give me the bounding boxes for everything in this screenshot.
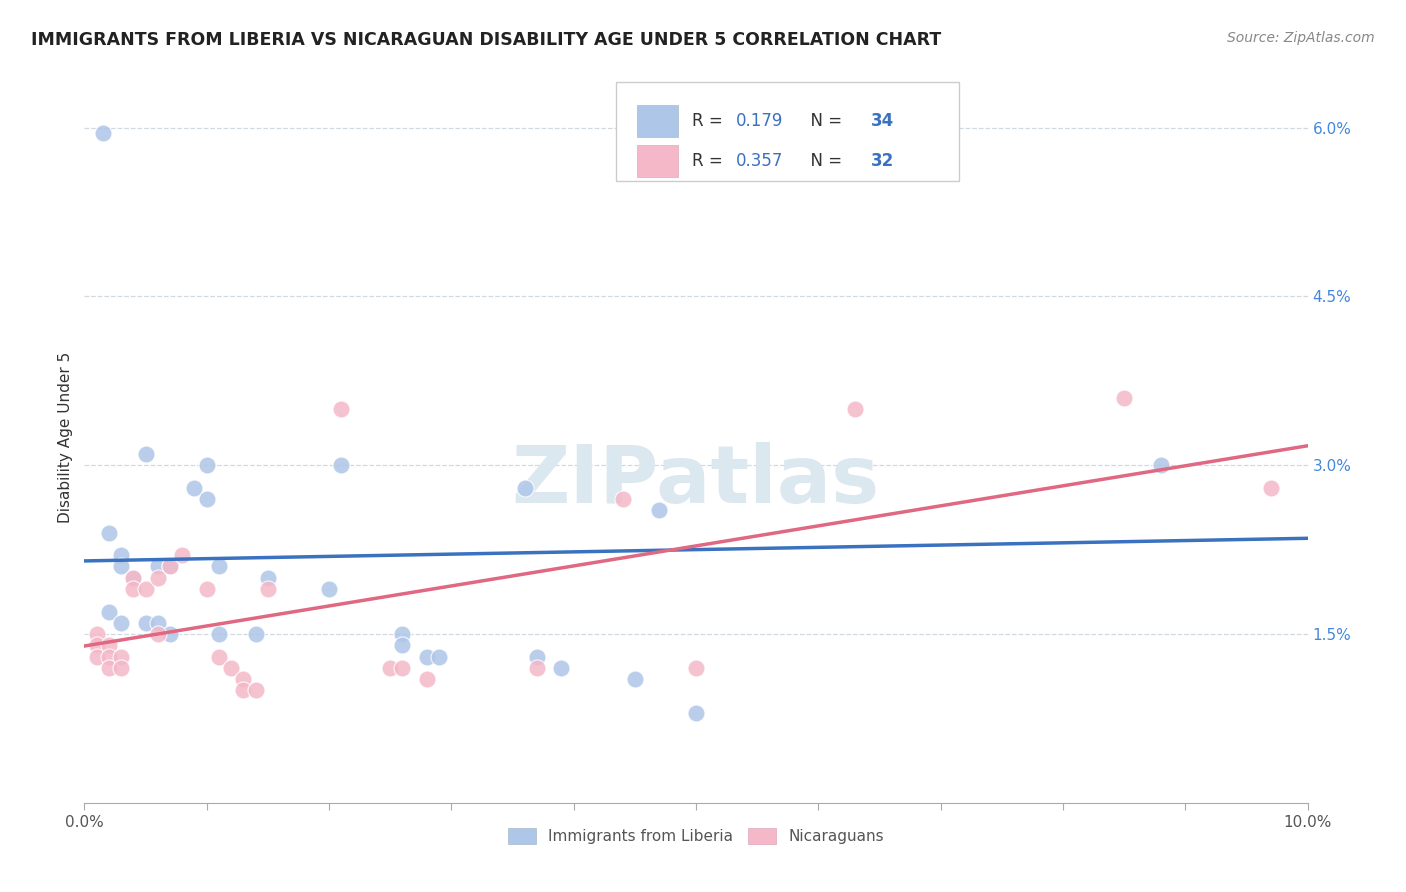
- Text: 34: 34: [870, 112, 894, 129]
- Point: [232, 683, 254, 698]
- Point: [550, 661, 572, 675]
- Point: [648, 503, 671, 517]
- Point: [146, 571, 169, 585]
- FancyBboxPatch shape: [616, 82, 959, 181]
- Point: [391, 638, 413, 652]
- Point: [330, 458, 353, 473]
- Point: [110, 615, 132, 630]
- Bar: [637, 145, 678, 177]
- Point: [97, 605, 120, 619]
- Point: [172, 548, 194, 562]
- Point: [208, 627, 231, 641]
- Point: [110, 559, 132, 574]
- Point: [526, 661, 548, 675]
- Text: R =: R =: [692, 112, 728, 129]
- Point: [685, 661, 707, 675]
- Point: [110, 649, 132, 664]
- Point: [208, 559, 231, 574]
- Point: [195, 582, 218, 596]
- Point: [146, 559, 169, 574]
- Point: [86, 627, 108, 641]
- Point: [122, 571, 145, 585]
- Text: N =: N =: [800, 112, 848, 129]
- Text: N =: N =: [800, 152, 848, 170]
- Point: [110, 548, 132, 562]
- Point: [318, 582, 340, 596]
- Point: [159, 559, 181, 574]
- Point: [135, 447, 157, 461]
- Point: [146, 615, 169, 630]
- Text: Source: ZipAtlas.com: Source: ZipAtlas.com: [1227, 31, 1375, 45]
- Legend: Immigrants from Liberia, Nicaraguans: Immigrants from Liberia, Nicaraguans: [502, 822, 890, 850]
- Point: [1260, 481, 1282, 495]
- Point: [208, 649, 231, 664]
- Point: [219, 661, 242, 675]
- Point: [330, 401, 353, 416]
- Point: [122, 582, 145, 596]
- Point: [86, 638, 108, 652]
- Point: [257, 571, 280, 585]
- Point: [146, 627, 169, 641]
- Point: [612, 491, 634, 506]
- Point: [97, 525, 120, 540]
- Point: [159, 627, 181, 641]
- Point: [86, 649, 108, 664]
- Point: [159, 559, 181, 574]
- Point: [245, 683, 267, 698]
- Point: [257, 582, 280, 596]
- Text: IMMIGRANTS FROM LIBERIA VS NICARAGUAN DISABILITY AGE UNDER 5 CORRELATION CHART: IMMIGRANTS FROM LIBERIA VS NICARAGUAN DI…: [31, 31, 941, 49]
- Point: [122, 571, 145, 585]
- Point: [183, 481, 205, 495]
- Text: 0.179: 0.179: [737, 112, 783, 129]
- Text: ZIPatlas: ZIPatlas: [512, 442, 880, 520]
- Point: [513, 481, 536, 495]
- Point: [427, 649, 450, 664]
- Point: [416, 649, 439, 664]
- Text: 32: 32: [870, 152, 894, 170]
- Point: [391, 627, 413, 641]
- Point: [734, 154, 756, 169]
- Point: [195, 458, 218, 473]
- Point: [135, 582, 157, 596]
- Point: [135, 615, 157, 630]
- Point: [245, 627, 267, 641]
- Point: [416, 672, 439, 686]
- Point: [391, 661, 413, 675]
- Point: [97, 661, 120, 675]
- Point: [97, 638, 120, 652]
- Point: [380, 661, 402, 675]
- Point: [844, 401, 866, 416]
- Point: [232, 672, 254, 686]
- Y-axis label: Disability Age Under 5: Disability Age Under 5: [58, 351, 73, 523]
- Point: [1150, 458, 1173, 473]
- Point: [526, 649, 548, 664]
- Point: [624, 672, 647, 686]
- Point: [195, 491, 218, 506]
- Point: [685, 706, 707, 720]
- Point: [1114, 391, 1136, 405]
- Point: [110, 661, 132, 675]
- Text: R =: R =: [692, 152, 728, 170]
- Point: [91, 126, 114, 140]
- Bar: [637, 104, 678, 136]
- Point: [97, 649, 120, 664]
- Text: 0.357: 0.357: [737, 152, 783, 170]
